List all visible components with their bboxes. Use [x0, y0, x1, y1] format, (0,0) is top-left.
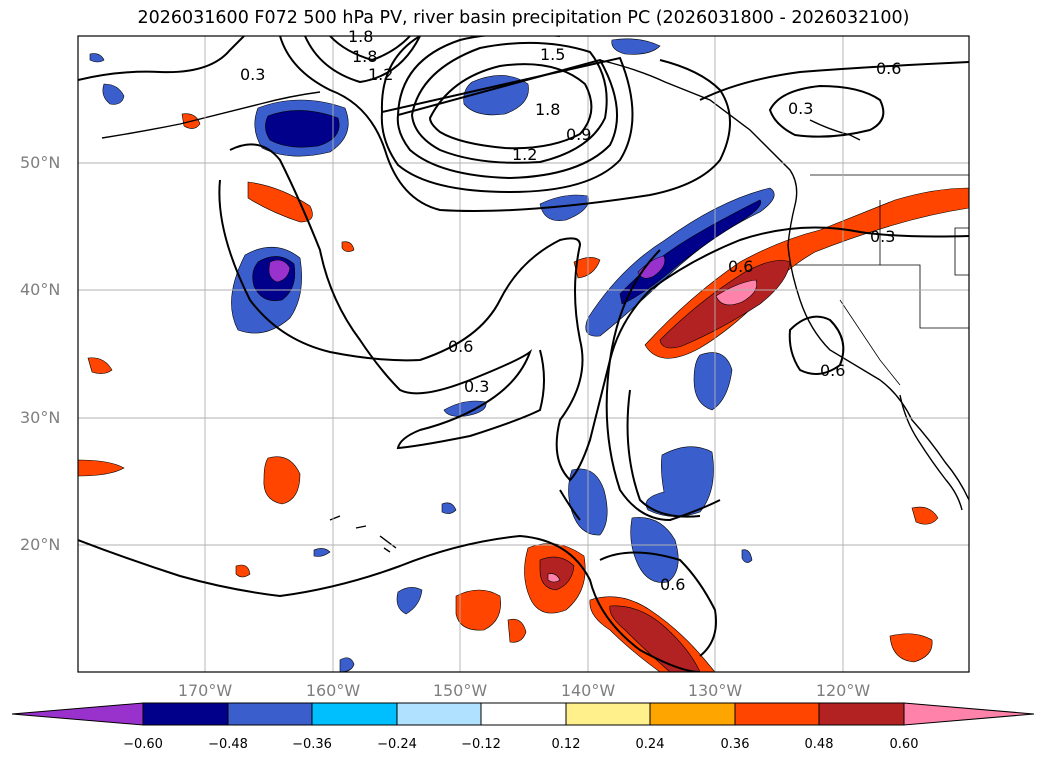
pv-contour-labels: 1.8 1.8 1.2 1.5 1.8 1.2 0.9 0.6 0.3 0.3 … — [240, 27, 901, 594]
colorbar-extend-low — [11, 702, 144, 726]
pv-label: 0.3 — [240, 65, 265, 84]
pv-contour-0.6-south-arc — [559, 249, 721, 522]
colorbar-tick: 0.12 — [551, 737, 581, 752]
colorbar-swatch — [311, 702, 398, 726]
pv-label: 0.3 — [464, 377, 489, 396]
pv-contour-1.5 — [410, 41, 608, 164]
pv-contour-1.2 — [396, 36, 619, 180]
lon-label: 130°W — [687, 681, 743, 700]
positive-anomaly-blob — [889, 633, 933, 663]
pv-contour-0.6-coast — [788, 315, 845, 375]
negative-anomaly-blob — [396, 587, 423, 615]
colorbar-swatch — [227, 702, 313, 726]
positive-anomaly-blob — [455, 589, 501, 631]
pv-label: 1.2 — [512, 145, 537, 164]
lat-label: 50°N — [20, 153, 61, 172]
map-area — [78, 36, 969, 672]
colorbar-tick: 0.24 — [635, 737, 665, 752]
pv-contour-0.6-mid — [218, 179, 969, 482]
colorbar-tick: −0.24 — [377, 737, 417, 752]
negative-anomaly-blob — [313, 548, 331, 557]
lat-label: 40°N — [20, 280, 61, 299]
positive-anomaly-blob — [263, 456, 301, 505]
pv-label: 0.6 — [660, 575, 685, 594]
colorbar-tick: −0.60 — [123, 737, 163, 752]
pv-contour-1.2-north — [304, 36, 421, 84]
positive-anomaly-blob — [78, 459, 125, 477]
pv-contours — [78, 36, 969, 672]
pv-contour-0.6-north — [279, 36, 731, 212]
pv-contour-1.8-south — [428, 63, 593, 150]
negative-anomaly-blob — [443, 400, 487, 417]
coastlines — [101, 59, 969, 553]
lon-label: 170°W — [177, 681, 233, 700]
pv-label: 0.3 — [870, 227, 895, 246]
positive-anomaly-blob — [87, 357, 113, 374]
colorbar-tick: 0.48 — [804, 737, 834, 752]
positive-anomaly-blob — [507, 618, 527, 643]
colorbar-swatch — [480, 702, 567, 726]
pv-contour-0.6-bottom — [78, 534, 701, 672]
pv-label: 0.6 — [876, 59, 901, 78]
pv-label: 1.2 — [368, 65, 393, 84]
map-frame — [77, 35, 970, 673]
colorbar-swatch — [649, 702, 736, 726]
colorbar-tick: 0.60 — [889, 737, 919, 752]
colorbar — [11, 702, 1035, 726]
colorbar-swatch — [734, 702, 820, 726]
pv-label: 0.9 — [566, 125, 591, 144]
colorbar-swatch — [396, 702, 482, 726]
lat-label: 30°N — [20, 408, 61, 427]
pv-label: 0.6 — [820, 361, 845, 380]
colorbar-swatch — [565, 702, 651, 726]
negative-anomaly-blob — [441, 502, 457, 514]
negative-anomaly-blob — [741, 549, 753, 563]
lon-label: 160°W — [305, 681, 361, 700]
colorbar-tick: −0.36 — [292, 737, 332, 752]
lon-label: 140°W — [560, 681, 616, 700]
colorbar-tick: −0.48 — [208, 737, 248, 752]
negative-anomaly-blob — [89, 53, 105, 63]
pv-contour-0.3-east — [768, 84, 885, 138]
lon-label: 120°W — [815, 681, 871, 700]
pv-contour-0.3-loop — [229, 143, 545, 450]
positive-anomaly-blob — [911, 506, 939, 525]
colorbar-swatch — [818, 702, 905, 726]
positive-anomaly-blob — [341, 241, 355, 252]
pv-contour-0.3-south — [626, 389, 701, 518]
negative-anomaly-blob — [611, 38, 661, 55]
pv-contour-1.8-north — [329, 36, 411, 62]
pv-label: 0.3 — [788, 99, 813, 118]
pv-contour-0.9 — [380, 36, 634, 194]
precip-shading — [78, 38, 969, 672]
map-title: 2026031600 F072 500 hPa PV, river basin … — [137, 8, 910, 28]
pv-label: 0.6 — [728, 257, 753, 276]
positive-anomaly-blob — [573, 257, 601, 279]
lon-label: 150°W — [432, 681, 488, 700]
pv-label: 0.6 — [448, 337, 473, 356]
negative-anomaly-blob — [693, 352, 733, 411]
negative-anomaly-blob — [102, 83, 125, 105]
pv-label: 1.8 — [348, 27, 373, 46]
negative-anomaly-blob — [630, 517, 679, 583]
colorbar-tick: −0.12 — [461, 737, 501, 752]
colorbar-tick: 0.36 — [720, 737, 750, 752]
pv-contour-0.3-west — [78, 36, 245, 81]
colorbar-swatch — [142, 702, 229, 726]
pv-label: 1.8 — [535, 100, 560, 119]
negative-anomaly-core — [265, 110, 340, 148]
negative-anomaly-blob — [539, 194, 589, 221]
political-borders — [795, 174, 969, 386]
positive-anomaly-blob — [235, 564, 251, 578]
lat-label: 20°N — [20, 535, 61, 554]
pv-contour-0.6-south-loop — [599, 551, 717, 657]
pv-contour-0.6-east — [699, 61, 969, 101]
pv-label: 1.5 — [540, 45, 565, 64]
colorbar-extend-high — [903, 702, 1035, 726]
pv-label: 1.8 — [352, 47, 377, 66]
positive-anomaly-blob — [247, 181, 313, 223]
